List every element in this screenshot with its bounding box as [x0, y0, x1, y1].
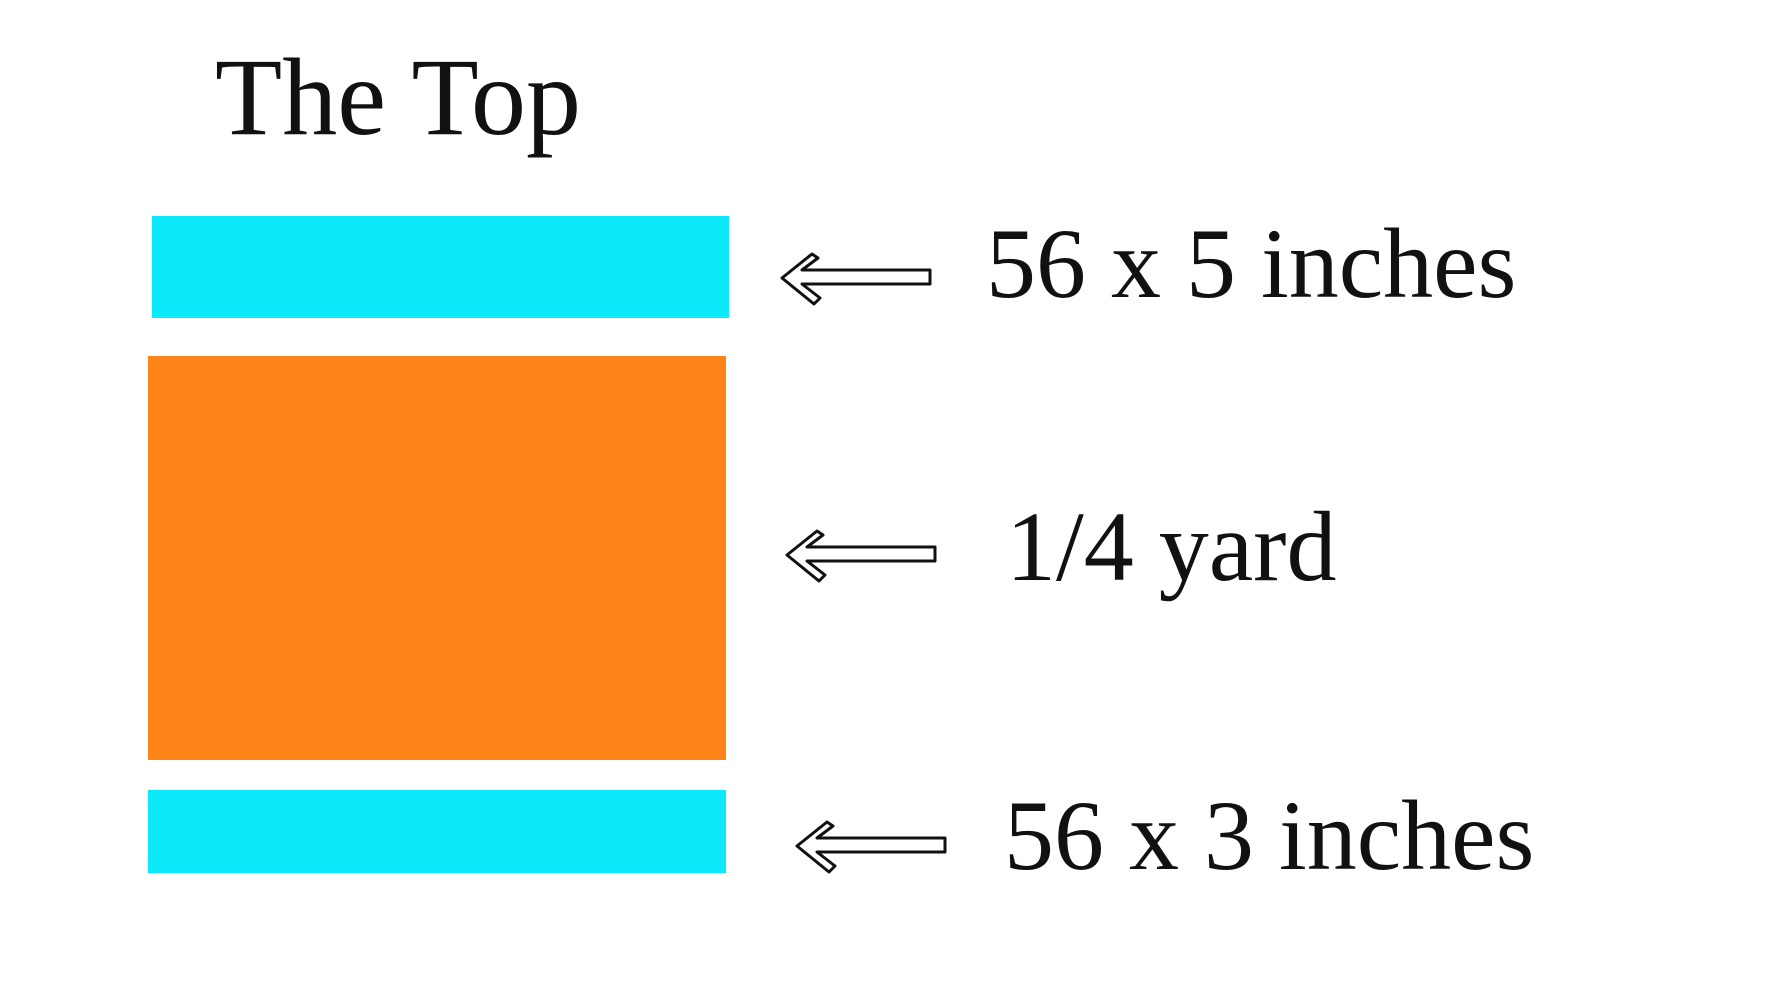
arrow — [795, 820, 947, 874]
piece-label: 1/4 yard — [1006, 491, 1336, 602]
center-panel — [148, 356, 726, 760]
arrow — [785, 529, 937, 583]
top-strip — [152, 216, 729, 318]
bottom-strip — [148, 790, 726, 873]
title: The Top — [215, 36, 581, 158]
piece-label: 56 x 5 inches — [986, 208, 1516, 319]
arrow — [780, 252, 932, 306]
piece-label: 56 x 3 inches — [1004, 780, 1534, 891]
